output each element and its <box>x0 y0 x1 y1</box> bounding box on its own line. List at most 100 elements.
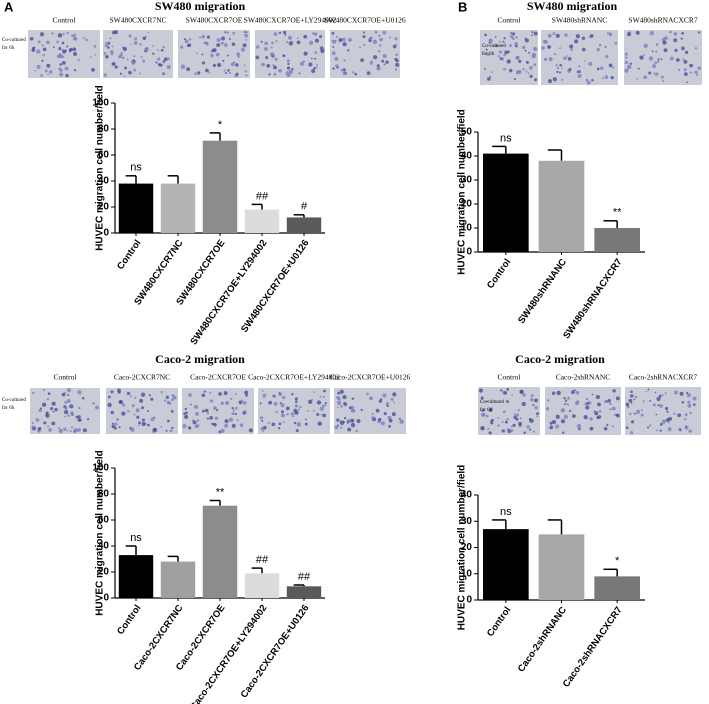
cell <box>640 409 643 412</box>
cell <box>313 66 316 70</box>
cell <box>682 58 685 61</box>
cell <box>315 66 318 69</box>
cell <box>286 41 289 44</box>
cell <box>295 400 298 404</box>
cell <box>286 66 291 70</box>
cell <box>111 422 114 425</box>
cell <box>188 393 192 397</box>
cell <box>128 70 132 75</box>
cell <box>487 427 490 430</box>
cell <box>273 65 277 70</box>
cell <box>501 420 504 424</box>
cell <box>677 413 682 418</box>
cell <box>576 70 580 74</box>
image-label: Caco-2shRNACXCR7 <box>629 373 698 382</box>
cell <box>109 50 114 54</box>
cell <box>319 406 324 411</box>
cell <box>507 429 512 434</box>
cell <box>51 32 54 35</box>
cell <box>649 30 655 36</box>
cell <box>360 408 363 412</box>
cell <box>534 398 538 403</box>
cell <box>111 424 116 429</box>
cell <box>56 40 59 44</box>
cell <box>171 394 174 397</box>
cell <box>231 42 236 47</box>
cell <box>303 51 308 56</box>
cell <box>63 427 67 431</box>
cell <box>39 407 42 410</box>
cell <box>335 64 339 68</box>
cell <box>294 404 299 408</box>
cell <box>392 392 397 397</box>
cell <box>62 33 65 36</box>
cell <box>280 410 284 414</box>
note: Co-cultured <box>482 44 506 49</box>
cell <box>71 34 74 38</box>
bar <box>160 561 196 598</box>
cell <box>697 66 701 70</box>
cell <box>66 45 69 48</box>
cell <box>324 404 327 407</box>
cell <box>195 412 199 416</box>
cell <box>340 405 343 408</box>
cell <box>229 72 231 74</box>
cell <box>391 412 396 417</box>
cell <box>321 404 325 408</box>
cell <box>66 31 69 35</box>
cell <box>662 43 665 46</box>
cell <box>190 403 192 406</box>
cell <box>578 427 581 431</box>
cell <box>570 390 575 395</box>
cell <box>531 30 534 34</box>
cell <box>366 392 369 396</box>
cell <box>303 34 308 39</box>
cell <box>152 45 154 47</box>
cell <box>588 61 593 66</box>
cell <box>216 409 219 412</box>
cell <box>351 397 355 400</box>
y-tick-label: 10 <box>461 568 473 579</box>
cell <box>556 70 559 74</box>
cell <box>574 39 579 44</box>
cell <box>111 30 116 35</box>
cell <box>287 62 290 66</box>
cell <box>607 398 611 403</box>
cell <box>203 390 206 393</box>
cell <box>48 428 52 432</box>
cell <box>308 399 313 404</box>
cell <box>58 427 61 430</box>
cell <box>167 57 170 61</box>
cell <box>37 40 41 44</box>
cell <box>105 55 109 59</box>
cell <box>306 409 309 412</box>
cell <box>513 78 517 81</box>
cell <box>586 80 591 85</box>
cell <box>655 43 659 46</box>
bar <box>202 140 238 233</box>
cell <box>36 49 41 54</box>
cell <box>126 391 131 396</box>
cell <box>577 73 582 78</box>
cell <box>657 58 660 61</box>
cell <box>532 404 535 407</box>
cell <box>171 398 174 402</box>
cell <box>602 77 605 80</box>
cell <box>226 31 229 34</box>
cell <box>162 46 165 49</box>
cell <box>570 48 573 52</box>
cell <box>684 418 687 421</box>
cell <box>316 400 322 405</box>
cell <box>119 72 123 75</box>
cell <box>536 412 540 416</box>
cell <box>77 58 80 62</box>
cell <box>371 60 373 63</box>
y-tick-label: 40 <box>461 151 473 162</box>
cell <box>277 427 281 430</box>
cell <box>488 431 492 435</box>
cell <box>116 418 119 421</box>
cell <box>188 38 192 41</box>
cell <box>500 57 505 61</box>
cell <box>541 46 545 50</box>
cell <box>503 391 508 395</box>
